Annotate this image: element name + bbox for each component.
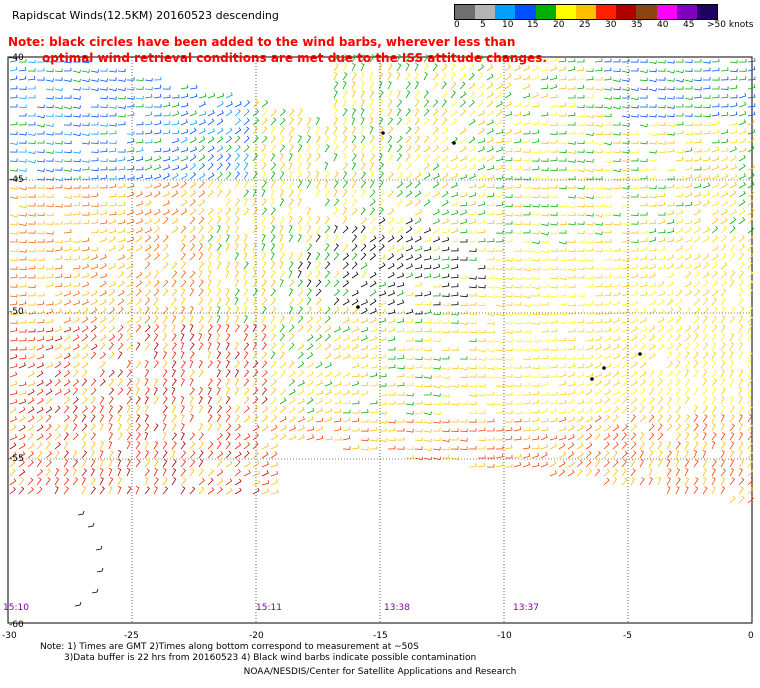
lon-label-0: 0	[748, 631, 754, 641]
colorbar-segment	[596, 5, 617, 19]
quality-flag-circle	[381, 131, 385, 135]
lat-label-40: -40	[9, 53, 24, 63]
lat-label-45: -45	[9, 175, 24, 185]
colorbar-segment	[455, 5, 476, 19]
wind-barbs	[9, 57, 756, 181]
lon-label-25: -25	[124, 631, 139, 641]
map-title: Rapidscat Winds(12.5KM) 20160523 descend…	[12, 9, 279, 22]
lat-label-60: -60	[9, 620, 24, 630]
colorbar-label-5: 5	[480, 20, 486, 30]
lon-label-10: -10	[497, 631, 512, 641]
wind-barb	[91, 588, 99, 594]
colorbar-label-45: 45	[683, 20, 695, 30]
note-line-1: Note: black circles have been added to t…	[8, 35, 516, 49]
wind-barbs	[297, 217, 486, 315]
credit-line: NOAA/NESDIS/Center for Satellite Applica…	[243, 667, 517, 677]
colorbar-segment	[616, 5, 637, 19]
lon-label-20: -20	[249, 631, 264, 641]
colorbar-label-20: 20	[553, 20, 565, 30]
colorbar-label-25: 25	[579, 20, 591, 30]
time-label-1338: 13:38	[384, 603, 410, 613]
colorbar-segment	[495, 5, 516, 19]
black-circles-layer	[356, 131, 642, 381]
colorbar-segment	[475, 5, 496, 19]
colorbar-segment	[636, 5, 657, 19]
colorbar-label-40: 40	[657, 20, 669, 30]
wind-barbs	[9, 54, 756, 416]
wind-barbs	[9, 55, 756, 504]
wind-barbs-layer	[9, 54, 756, 607]
colorbar-segment	[555, 5, 576, 19]
lon-label-15: -15	[373, 631, 388, 641]
colorbar-segment	[656, 5, 677, 19]
wind-barb	[96, 567, 104, 573]
time-label-1510: 15:10	[3, 603, 29, 613]
colorbar-label-10: 10	[502, 20, 514, 30]
wind-barbs	[9, 180, 206, 324]
wind-barb	[74, 601, 82, 607]
colorbar-label-30: 30	[605, 20, 617, 30]
wind-barbs	[270, 414, 754, 504]
quality-flag-circle	[356, 305, 360, 309]
wind-barbs	[252, 54, 754, 415]
colorbar-segment	[515, 5, 536, 19]
colorbar-segment	[535, 5, 556, 19]
contamination-note: Note: black circles have been added to t…	[8, 34, 547, 66]
wind-barbs	[486, 243, 754, 414]
lat-lon-grid	[8, 57, 752, 623]
note-line-2: optimal wind retrieval conditions are me…	[42, 51, 547, 65]
quality-flag-circle	[452, 141, 456, 145]
colorbar-segment	[575, 5, 597, 19]
lat-label-55: -55	[9, 454, 24, 464]
footer-notes: Note: 1) Times are GMT 2)Times along bot…	[40, 642, 476, 664]
colorbar-segment	[696, 5, 718, 19]
quality-flag-circle	[638, 352, 642, 356]
colorbar-label-0: 0	[454, 20, 460, 30]
lon-label-5: -5	[623, 631, 632, 641]
colorbar-label-35: 35	[631, 20, 643, 30]
lon-label-30: -30	[2, 631, 17, 641]
wind-barb	[87, 522, 95, 528]
time-label-1337: 13:37	[513, 603, 539, 613]
footer-line-2: 3)Data buffer is 22 hrs from 20160523 4)…	[64, 653, 477, 663]
wind-speed-colorbar	[454, 4, 718, 20]
quality-flag-circle	[602, 366, 606, 370]
colorbar-label-50: >50 knots	[707, 20, 754, 30]
wind-barbs	[207, 120, 755, 416]
wind-barbs	[9, 58, 250, 182]
quality-flag-circle	[590, 377, 594, 381]
wind-barb	[77, 510, 85, 516]
wind-barb	[95, 545, 103, 551]
wind-barbs	[9, 324, 270, 495]
footer-line-1: Note: 1) Times are GMT 2)Times along bot…	[40, 642, 419, 652]
colorbar-segment	[676, 5, 697, 19]
colorbar-labels: 0 5 10 15 20 25 30 35 40 45 >50 knots	[454, 20, 760, 32]
wind-barbs	[9, 324, 269, 495]
colorbar-label-15: 15	[527, 20, 539, 30]
time-label-1511: 15:11	[256, 603, 282, 613]
lat-label-50: -50	[9, 307, 24, 317]
